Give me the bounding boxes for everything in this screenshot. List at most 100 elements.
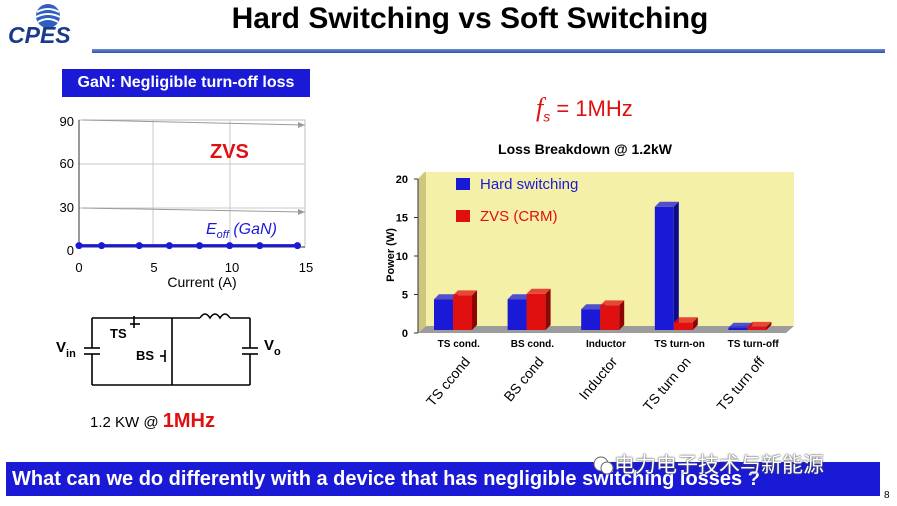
vo-symbol: V [264,337,274,354]
logo-text: CPES [8,22,71,48]
bar [581,309,601,330]
bar [673,322,693,330]
y-tick: 0 [67,243,74,258]
bar-top [507,294,532,300]
watermark: 电力电子技术与新能源 [614,454,824,477]
legend-label-zvs: ZVS (CRM) [480,208,558,225]
frequency-label: fs = 1MHz [536,93,633,124]
bar [434,299,453,330]
y-tick: 15 [396,213,408,225]
cpes-globe-icon [35,4,61,28]
chart-title: Loss Breakdown @ 1.2kW [498,141,673,157]
y-tick: 0 [402,328,408,340]
y-tick: 90 [60,114,74,129]
arrow-head [298,209,305,215]
bar [654,206,674,330]
eoff-label: Eoff (GaN) [206,221,277,241]
frequency-subscript: s [543,108,551,125]
bar [728,327,748,330]
bar-side [472,290,477,330]
x-tick: 5 [150,260,157,275]
power-note: 1.2 KW @ 1MHz [90,410,215,433]
page-number: 8 [884,490,890,501]
legend-swatch-hard [456,178,470,190]
loss-breakdown-chart: Loss Breakdown @ 1.2kW 0 5 10 15 20 Power (W… [385,141,794,414]
eoff-subscript: off [217,229,230,241]
slide-title: Hard Switching vs Soft Switching [231,2,709,35]
legend-label-hard: Hard switching [480,176,578,193]
eoff-series [75,242,301,250]
circuit-schematic [84,313,258,386]
y-tick: 20 [396,174,408,186]
eoff-point [256,242,264,250]
question-banner: What can we do differently with a device… [6,462,880,496]
vin-subscript: in [66,348,76,360]
bar [526,293,546,330]
vo-subscript: o [274,346,281,358]
x-tick: 0 [75,260,82,275]
y-tick: 30 [60,200,74,215]
bar-side [545,288,551,330]
plot-background [426,172,794,326]
plot-side-wall [418,172,426,333]
rotated-category-label: Inductor [576,353,621,402]
gan-badge: GaN: Negligible turn-off loss [62,69,310,97]
eoff-point [196,242,204,250]
bar [453,295,472,330]
bar-side [692,317,698,330]
x-axis-label: Current (A) [167,274,236,290]
x-tick: BS cond. [511,339,555,350]
eoff-point [98,242,106,250]
vin-label: Vin [56,339,76,360]
bar [747,326,767,330]
y-axis-label: Power (W) [385,228,397,282]
eoff-point [75,242,83,250]
y-tick: 5 [402,290,408,302]
x-tick: TS turn-on [654,339,705,350]
x-tick: 10 [225,260,239,275]
eoff-point [226,242,234,250]
rotated-category-label: TS turn off [713,354,767,414]
wechat-icon [593,456,614,475]
top-arrow-line [81,119,306,126]
x-tick-labels: TS cond. BS cond. Inductor TS turn-on TS tur… [438,339,780,350]
y-tick: 10 [396,251,408,263]
bar-top [600,300,625,306]
vo-label: Vo [264,337,281,358]
y-ticks: 0 5 10 15 20 [396,174,418,340]
bs-label: BS [136,348,154,363]
rotated-category-label: TS ccond [423,354,473,410]
eoff-point [135,242,143,250]
bar-top [747,321,772,327]
x-tick: TS turn-off [728,339,780,350]
x-tick: 15 [299,260,313,275]
x-tick: Inductor [586,339,626,350]
frequency-value: = 1MHz [550,96,633,121]
plot-frame [78,119,306,248]
eoff-rest: (GaN) [229,221,277,238]
eoff-point [165,242,173,250]
eoff-plot: 0 30 60 90 0 5 10 15 Current (A) ZVS Eof… [60,114,314,290]
inductor [199,313,231,320]
bar-side [673,201,679,330]
bar-top [728,322,753,328]
bar-top [654,201,679,207]
legend-swatch-zvs [456,210,470,222]
y-tick: 60 [60,156,74,171]
bar-top [581,304,606,310]
x-tick: TS cond. [438,339,480,350]
bar-top [453,290,477,296]
bar [507,299,527,330]
bar-side [619,300,625,330]
bar-side [766,321,772,330]
title-divider [92,49,885,53]
ts-label: TS [110,326,127,341]
rotated-category-labels: TS ccond BS cond Inductor TS turn on TS turn… [423,353,768,414]
bar-top [673,317,698,323]
rotated-category-label: BS cond [500,354,546,405]
bar-top [434,294,458,300]
vin-symbol: V [56,339,66,356]
mid-arrow-line [81,207,306,213]
power-note-frequency: 1MHz [162,410,215,432]
bar-top [526,288,551,294]
